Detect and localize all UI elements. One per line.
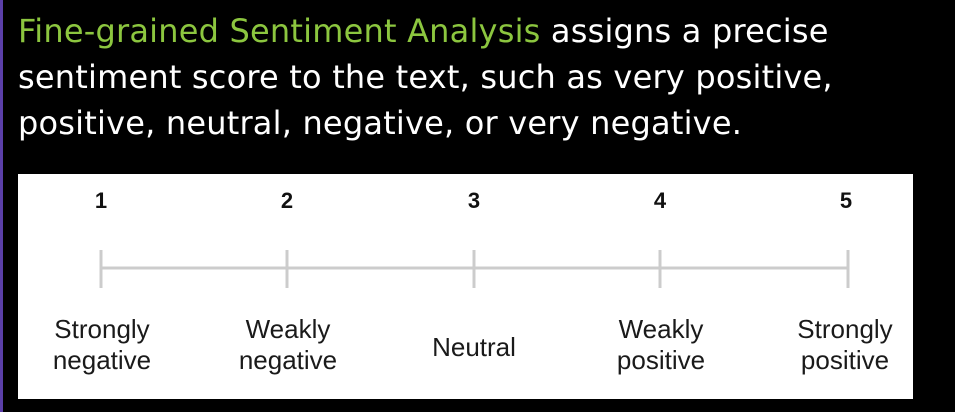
headline: Fine-grained Sentiment Analysis assigns … [18,8,938,146]
scale-label-2: Weakly negative [208,314,368,376]
scale-label-1-line-2: negative [52,345,152,375]
scale-label-4: Weakly positive [581,314,741,376]
scale-label-1-line-1: Strongly [54,314,150,344]
scale-label-4-line-1: Weakly [618,314,704,344]
scale-label-5-line-2: positive [800,345,890,375]
headline-highlight: Fine-grained Sentiment Analysis [18,12,541,50]
headline-text: assigns a precise sentiment score to the… [18,12,833,142]
scale-label-2-line-1: Weakly [245,314,331,344]
scale-label-5: Strongly positive [765,314,925,376]
scale-number-1: 1 [94,188,108,213]
scale-label-2-line-2: negative [238,345,338,375]
scale-number-4: 4 [653,188,667,213]
scale-label-5-line-1: Strongly [797,314,893,344]
scale-label-4-line-2: positive [616,345,706,375]
scale-label-3: Neutral [394,332,554,363]
left-accent-bar [0,0,3,412]
scale-number-3: 3 [467,188,481,213]
scale-label-1: Strongly negative [22,314,182,376]
scale-number-2: 2 [280,188,294,213]
scale-line-graphic [99,250,850,288]
scale-number-5: 5 [839,188,853,213]
sentiment-scale-panel: 1 2 3 4 5 Strongly negative Weakly negat… [18,174,913,399]
scale-label-3-line-1: Neutral [432,332,516,362]
